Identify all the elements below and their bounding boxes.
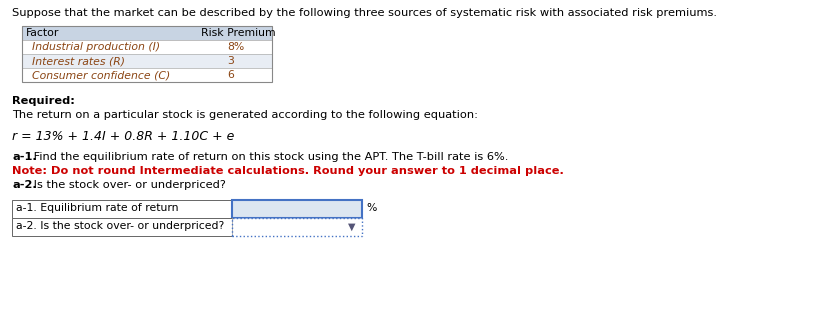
Text: Factor: Factor: [26, 28, 59, 38]
Text: Note: Do not round Intermediate calculations. Round your answer to 1 decimal pla: Note: Do not round Intermediate calculat…: [12, 166, 564, 176]
Bar: [22, 54, 272, 68]
Text: Required:: Required:: [12, 96, 75, 106]
Text: 6: 6: [227, 70, 234, 80]
Text: 8%: 8%: [227, 42, 244, 52]
Text: a-2.: a-2.: [12, 180, 37, 190]
Text: Risk Premium: Risk Premium: [201, 28, 276, 38]
Text: Suppose that the market can be described by the following three sources of syste: Suppose that the market can be described…: [12, 8, 717, 18]
Text: Industrial production (I): Industrial production (I): [32, 42, 160, 52]
Bar: [232, 218, 362, 236]
Text: The return on a particular stock is generated according to the following equatio: The return on a particular stock is gene…: [12, 110, 478, 120]
Text: a-1. Equilibrium rate of return: a-1. Equilibrium rate of return: [16, 203, 179, 213]
Bar: [22, 68, 272, 82]
Text: ▼: ▼: [348, 222, 355, 232]
Bar: [12, 200, 232, 218]
Bar: [22, 26, 272, 82]
Bar: [232, 200, 362, 218]
Text: Is the stock over- or underpriced?: Is the stock over- or underpriced?: [30, 180, 226, 190]
Bar: [22, 40, 272, 54]
Text: Consumer confidence (C): Consumer confidence (C): [32, 70, 170, 80]
Text: %: %: [366, 203, 376, 213]
Text: Find the equilibrium rate of return on this stock using the APT. The T-bill rate: Find the equilibrium rate of return on t…: [30, 152, 508, 162]
Bar: [22, 26, 272, 40]
Text: 3: 3: [227, 56, 234, 66]
Bar: [12, 218, 232, 236]
Text: r = 13% + 1.4I + 0.8R + 1.10C + e: r = 13% + 1.4I + 0.8R + 1.10C + e: [12, 130, 234, 143]
Text: Interest rates (R): Interest rates (R): [32, 56, 125, 66]
Text: a-1.: a-1.: [12, 152, 37, 162]
Text: a-2. Is the stock over- or underpriced?: a-2. Is the stock over- or underpriced?: [16, 221, 224, 231]
